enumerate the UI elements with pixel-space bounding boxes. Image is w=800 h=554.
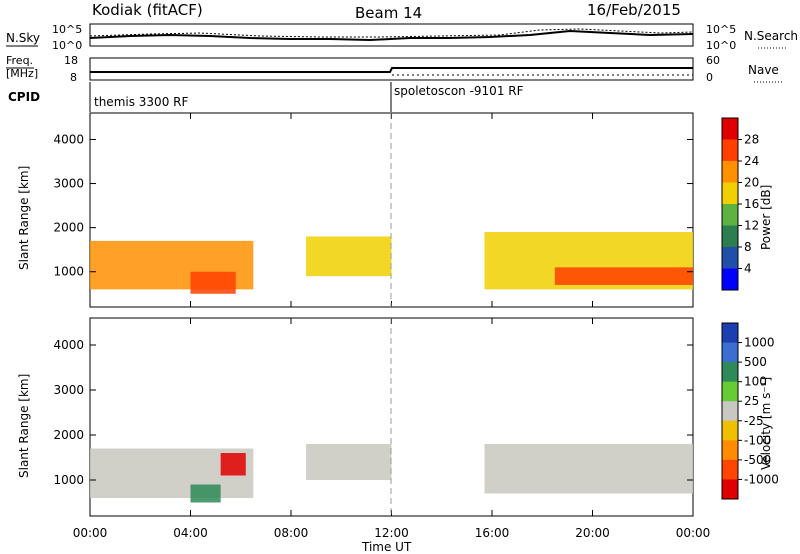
xtick-label: 20:00 [575,526,610,540]
colorbar-tick-label: 8 [744,240,752,254]
ytick-label: 4000 [53,132,84,146]
noise-left-label: N.Sky [6,31,40,45]
colorbar-tick-label: 28 [744,133,759,147]
colorbar-swatch [722,440,738,461]
power-region-5 [554,267,693,285]
freq-label-line1: Freq. [6,54,33,67]
colorbar-swatch [722,268,738,291]
noise-left-tick-bottom: 10^0 [52,39,82,52]
colorbar-tick-label: 16 [744,197,759,211]
station-title: Kodiak (fitACF) [92,1,203,19]
time-axis: 00:00 04:00 08:00 12:00 16:00 20:00 00:00 [73,526,711,540]
noise-right-label: N.Search [744,29,798,43]
colorbar-tick-label: 20 [744,176,759,190]
freq-right-tick-bottom: 0 [706,71,713,84]
power-colorbar-label: Power [dB] [759,185,773,250]
colorbar-swatch [722,139,738,162]
xtick-label: 04:00 [173,526,208,540]
ytick-label: 3000 [53,383,84,397]
freq-left-tick-bottom: 8 [70,71,77,84]
noise-panel: N.Sky 10^5 10^0 10^5 10^0 N.Search [6,23,798,52]
xtick-label: 00:00 [676,526,711,540]
ytick-label: 2000 [53,221,84,235]
colorbar-tick-label: -100 [744,433,771,447]
ytick-label: 2000 [53,428,84,442]
x-axis-label: Time UT [361,540,412,554]
colorbar-tick-label: 100 [744,375,767,389]
colorbar-tick-label: -25 [744,414,764,428]
colorbar-swatch [722,459,738,480]
ytick-label: 4000 [53,338,84,352]
cpid-segment-1: themis 3300 RF [94,95,188,109]
colorbar-swatch [722,225,738,248]
colorbar-swatch [722,118,738,140]
xtick-label: 16:00 [475,526,510,540]
date-title: 16/Feb/2015 [587,1,681,19]
colorbar-swatch [722,204,738,226]
colorbar-swatch [722,161,738,183]
freq-left-tick-top: 18 [64,54,78,67]
noise-left-tick-top: 10^5 [52,23,82,36]
power-region-3 [306,236,392,277]
freq-panel: Freq. [MHz] 18 8 60 0 Nave [6,54,782,84]
colorbar-tick-label: 1000 [744,336,775,350]
colorbar-swatch [722,479,738,500]
colorbar-frame [721,322,739,500]
ytick-label: 1000 [53,265,84,279]
xtick-label: 12:00 [374,526,409,540]
power-region-2 [190,271,236,294]
power-ylabel: Slant Range [km] [17,166,31,270]
colorbar-tick-label: -1000 [744,472,779,486]
noise-right-tick-top: 10^5 [706,23,736,36]
colorbar-tick-label: 12 [744,219,759,233]
velocity-ylabel: Slant Range [km] [17,374,31,478]
colorbar-swatch [722,420,738,441]
noise-sky-trace [89,29,694,42]
freq-label-line2: [MHz] [6,67,38,80]
colorbar-tick-label: -500 [744,453,771,467]
cpid-segment-2: spoletoscon -9101 RF [394,84,524,98]
xtick-label: 00:00 [73,526,108,540]
colorbar-swatch [722,342,738,363]
xtick-label: 08:00 [274,526,309,540]
velocity-region-4 [306,444,392,480]
velocity-region-2 [190,484,221,503]
colorbar-swatch [722,362,738,383]
colorbar-tick-label: 4 [744,262,752,276]
cpid-label: CPID [8,90,40,104]
colorbar-swatch [722,381,738,402]
power-heatmap-panel: 1000 2000 3000 4000 Slant Range [km] 4 8 12 16… [17,112,773,308]
nave-label: Nave [748,63,779,77]
ytick-label: 3000 [53,177,84,191]
freq-right-tick-top: 60 [706,54,720,67]
freq-trace [90,67,693,73]
ytick-label: 1000 [53,473,84,487]
velocity-colorbar-label: Velocity [m s⁻¹] [759,377,773,470]
velocity-region-5 [484,444,693,494]
colorbar-swatch [722,182,738,205]
colorbar-tick-label: 25 [744,394,759,408]
velocity-region-3 [220,453,246,476]
cpid-row: CPID themis 3300 RF spoletoscon -9101 RF [8,82,524,112]
beam-title: Beam 14 [355,4,422,22]
colorbar-tick-label: 24 [744,154,759,168]
colorbar-swatch [722,401,738,422]
noise-right-tick-bottom: 10^0 [706,39,736,52]
colorbar-tick-label: 500 [744,355,767,369]
colorbar-swatch [722,323,738,344]
colorbar-swatch [722,247,738,269]
velocity-heatmap-panel: 1000 2000 3000 4000 Slant Range [km] 1000 50… [17,317,779,517]
